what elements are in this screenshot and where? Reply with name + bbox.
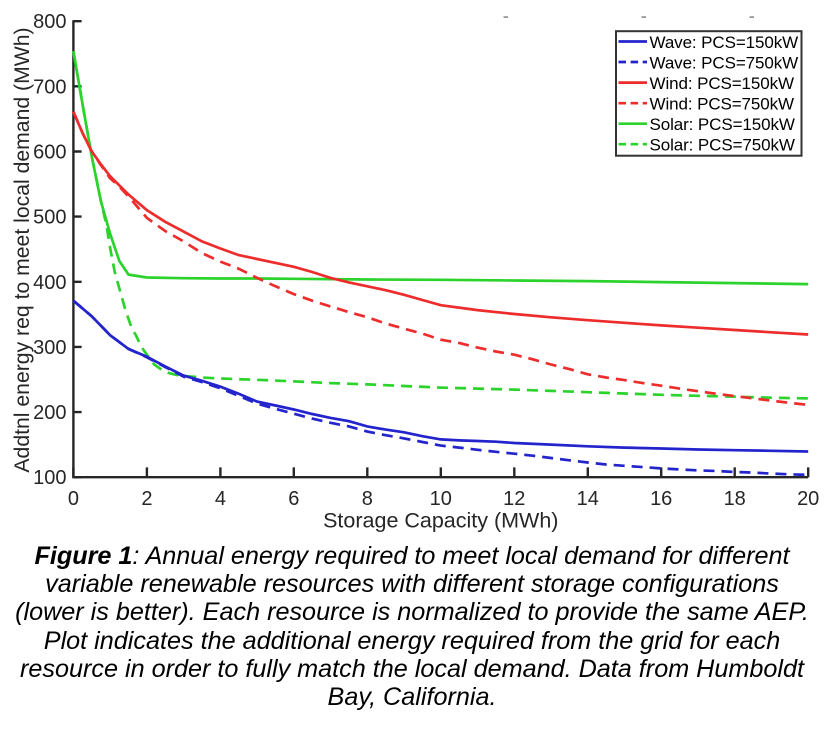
svg-text:18: 18 bbox=[724, 488, 746, 510]
svg-text:Solar: PCS=150kW: Solar: PCS=150kW bbox=[650, 115, 795, 134]
svg-text:14: 14 bbox=[577, 488, 599, 510]
svg-text:100: 100 bbox=[33, 467, 66, 489]
svg-text:500: 500 bbox=[33, 207, 66, 229]
svg-text:300: 300 bbox=[33, 337, 66, 359]
svg-text:20: 20 bbox=[797, 488, 819, 510]
svg-text:0: 0 bbox=[68, 488, 79, 510]
svg-text:Solar: PCS=750kW: Solar: PCS=750kW bbox=[650, 136, 795, 155]
svg-text:12: 12 bbox=[503, 488, 525, 510]
svg-text:Wind: PCS=150kW: Wind: PCS=150kW bbox=[650, 74, 795, 93]
svg-text:Wave: PCS=150kW: Wave: PCS=150kW bbox=[650, 33, 799, 52]
svg-text:16: 16 bbox=[650, 488, 672, 510]
svg-text:800: 800 bbox=[33, 11, 66, 33]
svg-text:200: 200 bbox=[33, 402, 66, 424]
svg-text:Addtnl energy req to meet loca: Addtnl energy req to meet local demand (… bbox=[11, 27, 34, 472]
svg-text:4: 4 bbox=[215, 488, 226, 510]
svg-text:8: 8 bbox=[362, 488, 373, 510]
svg-text:10: 10 bbox=[430, 488, 452, 510]
svg-text:Storage Capacity (MWh): Storage Capacity (MWh) bbox=[323, 509, 558, 533]
svg-text:6: 6 bbox=[288, 488, 299, 510]
svg-text:Wave: PCS=750kW: Wave: PCS=750kW bbox=[650, 53, 799, 72]
svg-text:Wind: PCS=750kW: Wind: PCS=750kW bbox=[650, 95, 795, 114]
svg-text:400: 400 bbox=[33, 272, 66, 294]
svg-text:700: 700 bbox=[33, 76, 66, 98]
svg-text:600: 600 bbox=[33, 142, 66, 164]
svg-text:2: 2 bbox=[141, 488, 152, 510]
